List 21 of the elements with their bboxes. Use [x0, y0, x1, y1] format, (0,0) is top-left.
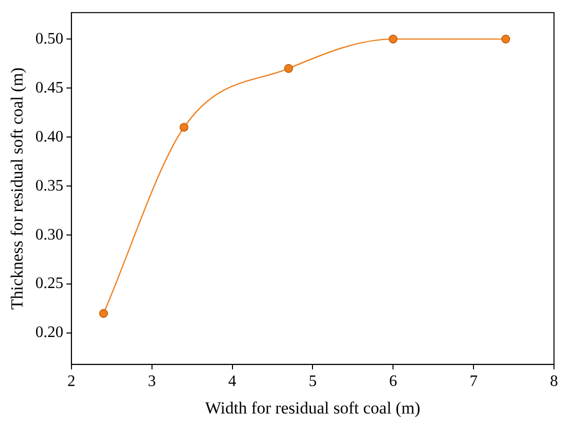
x-tick-label: 6	[389, 373, 398, 390]
y-tick-label: 0.30	[35, 226, 64, 244]
y-axis-title: Thickness for residual soft coal (m)	[8, 67, 27, 310]
x-axis-title: Width for residual soft coal (m)	[205, 398, 420, 418]
x-tick-label: 4	[228, 373, 236, 390]
y-tick-label: 0.45	[35, 79, 64, 96]
x-tick-label: 5	[308, 373, 317, 390]
point	[501, 34, 510, 44]
point	[388, 34, 398, 44]
x-tick-label: 7	[470, 373, 478, 390]
point	[180, 122, 188, 132]
x-tick-label: 3	[148, 373, 156, 390]
y-tick-label: 0.50	[35, 30, 64, 48]
x-tick-label: 2	[67, 373, 76, 390]
y-tick-label: 0.20	[35, 324, 64, 342]
y-tick-label: 0.35	[35, 177, 64, 194]
point	[99, 309, 108, 318]
x-tick-label: 8	[550, 373, 558, 390]
point	[284, 64, 293, 73]
y-tick-label: 0.25	[35, 275, 64, 292]
y-tick-label: 0.40	[35, 128, 64, 146]
